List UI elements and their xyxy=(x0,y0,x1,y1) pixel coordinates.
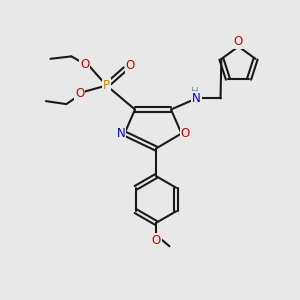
Text: N: N xyxy=(116,127,125,140)
Text: O: O xyxy=(234,34,243,48)
Text: N: N xyxy=(192,92,201,105)
Text: O: O xyxy=(80,58,89,71)
Text: P: P xyxy=(103,79,110,92)
Text: O: O xyxy=(126,59,135,72)
Text: O: O xyxy=(75,87,84,101)
Text: O: O xyxy=(181,127,190,140)
Text: H: H xyxy=(191,87,199,97)
Text: O: O xyxy=(152,234,160,247)
